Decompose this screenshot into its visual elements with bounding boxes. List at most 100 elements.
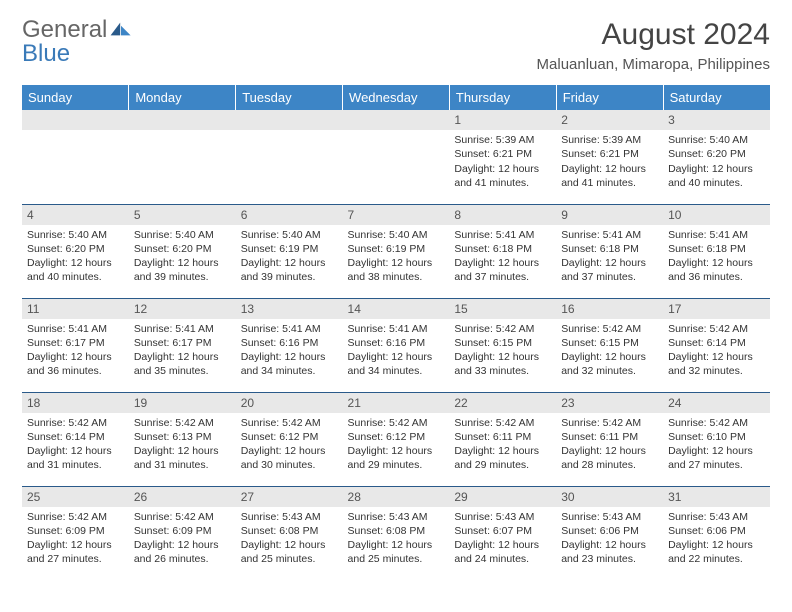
day-body: Sunrise: 5:43 AMSunset: 6:07 PMDaylight:… [449, 507, 556, 571]
sunset-text: Sunset: 6:18 PM [561, 242, 658, 256]
day-number: 2 [556, 110, 663, 130]
day-number: 31 [663, 487, 770, 507]
day-cell [22, 110, 129, 204]
sunrise-text: Sunrise: 5:40 AM [134, 228, 231, 242]
daylight-text: Daylight: 12 hours and 34 minutes. [241, 350, 338, 378]
page-header: GeneralBlue August 2024 Maluanluan, Mima… [22, 18, 770, 73]
sunrise-text: Sunrise: 5:39 AM [561, 133, 658, 147]
day-body: Sunrise: 5:42 AMSunset: 6:12 PMDaylight:… [236, 413, 343, 477]
day-cell: 31Sunrise: 5:43 AMSunset: 6:06 PMDayligh… [663, 486, 770, 580]
daylight-text: Daylight: 12 hours and 31 minutes. [134, 444, 231, 472]
day-cell: 4Sunrise: 5:40 AMSunset: 6:20 PMDaylight… [22, 204, 129, 298]
day-cell: 12Sunrise: 5:41 AMSunset: 6:17 PMDayligh… [129, 298, 236, 392]
day-number: 9 [556, 205, 663, 225]
day-body: Sunrise: 5:43 AMSunset: 6:08 PMDaylight:… [343, 507, 450, 571]
daylight-text: Daylight: 12 hours and 29 minutes. [454, 444, 551, 472]
dow-wednesday: Wednesday [343, 85, 450, 110]
daylight-text: Daylight: 12 hours and 31 minutes. [27, 444, 124, 472]
sunset-text: Sunset: 6:18 PM [668, 242, 765, 256]
day-cell: 27Sunrise: 5:43 AMSunset: 6:08 PMDayligh… [236, 486, 343, 580]
day-cell: 26Sunrise: 5:42 AMSunset: 6:09 PMDayligh… [129, 486, 236, 580]
sunset-text: Sunset: 6:12 PM [348, 430, 445, 444]
daylight-text: Daylight: 12 hours and 27 minutes. [668, 444, 765, 472]
sunset-text: Sunset: 6:11 PM [454, 430, 551, 444]
day-body: Sunrise: 5:41 AMSunset: 6:17 PMDaylight:… [22, 319, 129, 383]
sunrise-text: Sunrise: 5:42 AM [348, 416, 445, 430]
day-number: 17 [663, 299, 770, 319]
sunset-text: Sunset: 6:12 PM [241, 430, 338, 444]
daylight-text: Daylight: 12 hours and 38 minutes. [348, 256, 445, 284]
day-number: 6 [236, 205, 343, 225]
sunrise-text: Sunrise: 5:42 AM [454, 322, 551, 336]
day-body [343, 130, 450, 137]
day-number: 26 [129, 487, 236, 507]
day-cell: 19Sunrise: 5:42 AMSunset: 6:13 PMDayligh… [129, 392, 236, 486]
day-number [129, 110, 236, 130]
day-cell: 6Sunrise: 5:40 AMSunset: 6:19 PMDaylight… [236, 204, 343, 298]
dow-sunday: Sunday [22, 85, 129, 110]
daylight-text: Daylight: 12 hours and 36 minutes. [27, 350, 124, 378]
week-row: 18Sunrise: 5:42 AMSunset: 6:14 PMDayligh… [22, 392, 770, 486]
day-body: Sunrise: 5:42 AMSunset: 6:11 PMDaylight:… [449, 413, 556, 477]
day-body: Sunrise: 5:42 AMSunset: 6:13 PMDaylight:… [129, 413, 236, 477]
day-cell: 28Sunrise: 5:43 AMSunset: 6:08 PMDayligh… [343, 486, 450, 580]
calendar-table: Sunday Monday Tuesday Wednesday Thursday… [22, 85, 770, 580]
day-body: Sunrise: 5:41 AMSunset: 6:18 PMDaylight:… [449, 225, 556, 289]
sunrise-text: Sunrise: 5:42 AM [561, 416, 658, 430]
sunrise-text: Sunrise: 5:41 AM [134, 322, 231, 336]
day-body: Sunrise: 5:43 AMSunset: 6:06 PMDaylight:… [663, 507, 770, 571]
daylight-text: Daylight: 12 hours and 28 minutes. [561, 444, 658, 472]
day-number: 29 [449, 487, 556, 507]
day-body: Sunrise: 5:42 AMSunset: 6:12 PMDaylight:… [343, 413, 450, 477]
sunset-text: Sunset: 6:11 PM [561, 430, 658, 444]
title-block: August 2024 Maluanluan, Mimaropa, Philip… [537, 18, 770, 73]
daylight-text: Daylight: 12 hours and 26 minutes. [134, 538, 231, 566]
daylight-text: Daylight: 12 hours and 25 minutes. [241, 538, 338, 566]
week-row: 1Sunrise: 5:39 AMSunset: 6:21 PMDaylight… [22, 110, 770, 204]
day-body: Sunrise: 5:43 AMSunset: 6:08 PMDaylight:… [236, 507, 343, 571]
sunrise-text: Sunrise: 5:42 AM [134, 510, 231, 524]
daylight-text: Daylight: 12 hours and 41 minutes. [454, 162, 551, 190]
sunrise-text: Sunrise: 5:40 AM [241, 228, 338, 242]
day-body: Sunrise: 5:40 AMSunset: 6:20 PMDaylight:… [129, 225, 236, 289]
day-number: 3 [663, 110, 770, 130]
day-cell: 8Sunrise: 5:41 AMSunset: 6:18 PMDaylight… [449, 204, 556, 298]
sunset-text: Sunset: 6:20 PM [668, 147, 765, 161]
sunset-text: Sunset: 6:17 PM [27, 336, 124, 350]
day-cell: 22Sunrise: 5:42 AMSunset: 6:11 PMDayligh… [449, 392, 556, 486]
day-cell: 30Sunrise: 5:43 AMSunset: 6:06 PMDayligh… [556, 486, 663, 580]
day-body: Sunrise: 5:40 AMSunset: 6:20 PMDaylight:… [663, 130, 770, 194]
day-cell: 1Sunrise: 5:39 AMSunset: 6:21 PMDaylight… [449, 110, 556, 204]
day-number: 25 [22, 487, 129, 507]
sunset-text: Sunset: 6:16 PM [348, 336, 445, 350]
daylight-text: Daylight: 12 hours and 25 minutes. [348, 538, 445, 566]
day-body: Sunrise: 5:39 AMSunset: 6:21 PMDaylight:… [556, 130, 663, 194]
dow-saturday: Saturday [663, 85, 770, 110]
sunset-text: Sunset: 6:21 PM [454, 147, 551, 161]
sunrise-text: Sunrise: 5:42 AM [561, 322, 658, 336]
dow-tuesday: Tuesday [236, 85, 343, 110]
day-body: Sunrise: 5:40 AMSunset: 6:19 PMDaylight:… [236, 225, 343, 289]
day-number: 10 [663, 205, 770, 225]
day-number: 5 [129, 205, 236, 225]
week-row: 4Sunrise: 5:40 AMSunset: 6:20 PMDaylight… [22, 204, 770, 298]
sunset-text: Sunset: 6:14 PM [668, 336, 765, 350]
dow-friday: Friday [556, 85, 663, 110]
daylight-text: Daylight: 12 hours and 22 minutes. [668, 538, 765, 566]
week-row: 25Sunrise: 5:42 AMSunset: 6:09 PMDayligh… [22, 486, 770, 580]
sunrise-text: Sunrise: 5:42 AM [241, 416, 338, 430]
daylight-text: Daylight: 12 hours and 39 minutes. [241, 256, 338, 284]
day-cell: 23Sunrise: 5:42 AMSunset: 6:11 PMDayligh… [556, 392, 663, 486]
daylight-text: Daylight: 12 hours and 23 minutes. [561, 538, 658, 566]
day-cell: 15Sunrise: 5:42 AMSunset: 6:15 PMDayligh… [449, 298, 556, 392]
daylight-text: Daylight: 12 hours and 40 minutes. [27, 256, 124, 284]
sunrise-text: Sunrise: 5:40 AM [27, 228, 124, 242]
sunrise-text: Sunrise: 5:43 AM [668, 510, 765, 524]
day-body [129, 130, 236, 137]
sunrise-text: Sunrise: 5:39 AM [454, 133, 551, 147]
day-number: 11 [22, 299, 129, 319]
sunrise-text: Sunrise: 5:40 AM [668, 133, 765, 147]
day-cell [129, 110, 236, 204]
daylight-text: Daylight: 12 hours and 34 minutes. [348, 350, 445, 378]
day-body: Sunrise: 5:43 AMSunset: 6:06 PMDaylight:… [556, 507, 663, 571]
